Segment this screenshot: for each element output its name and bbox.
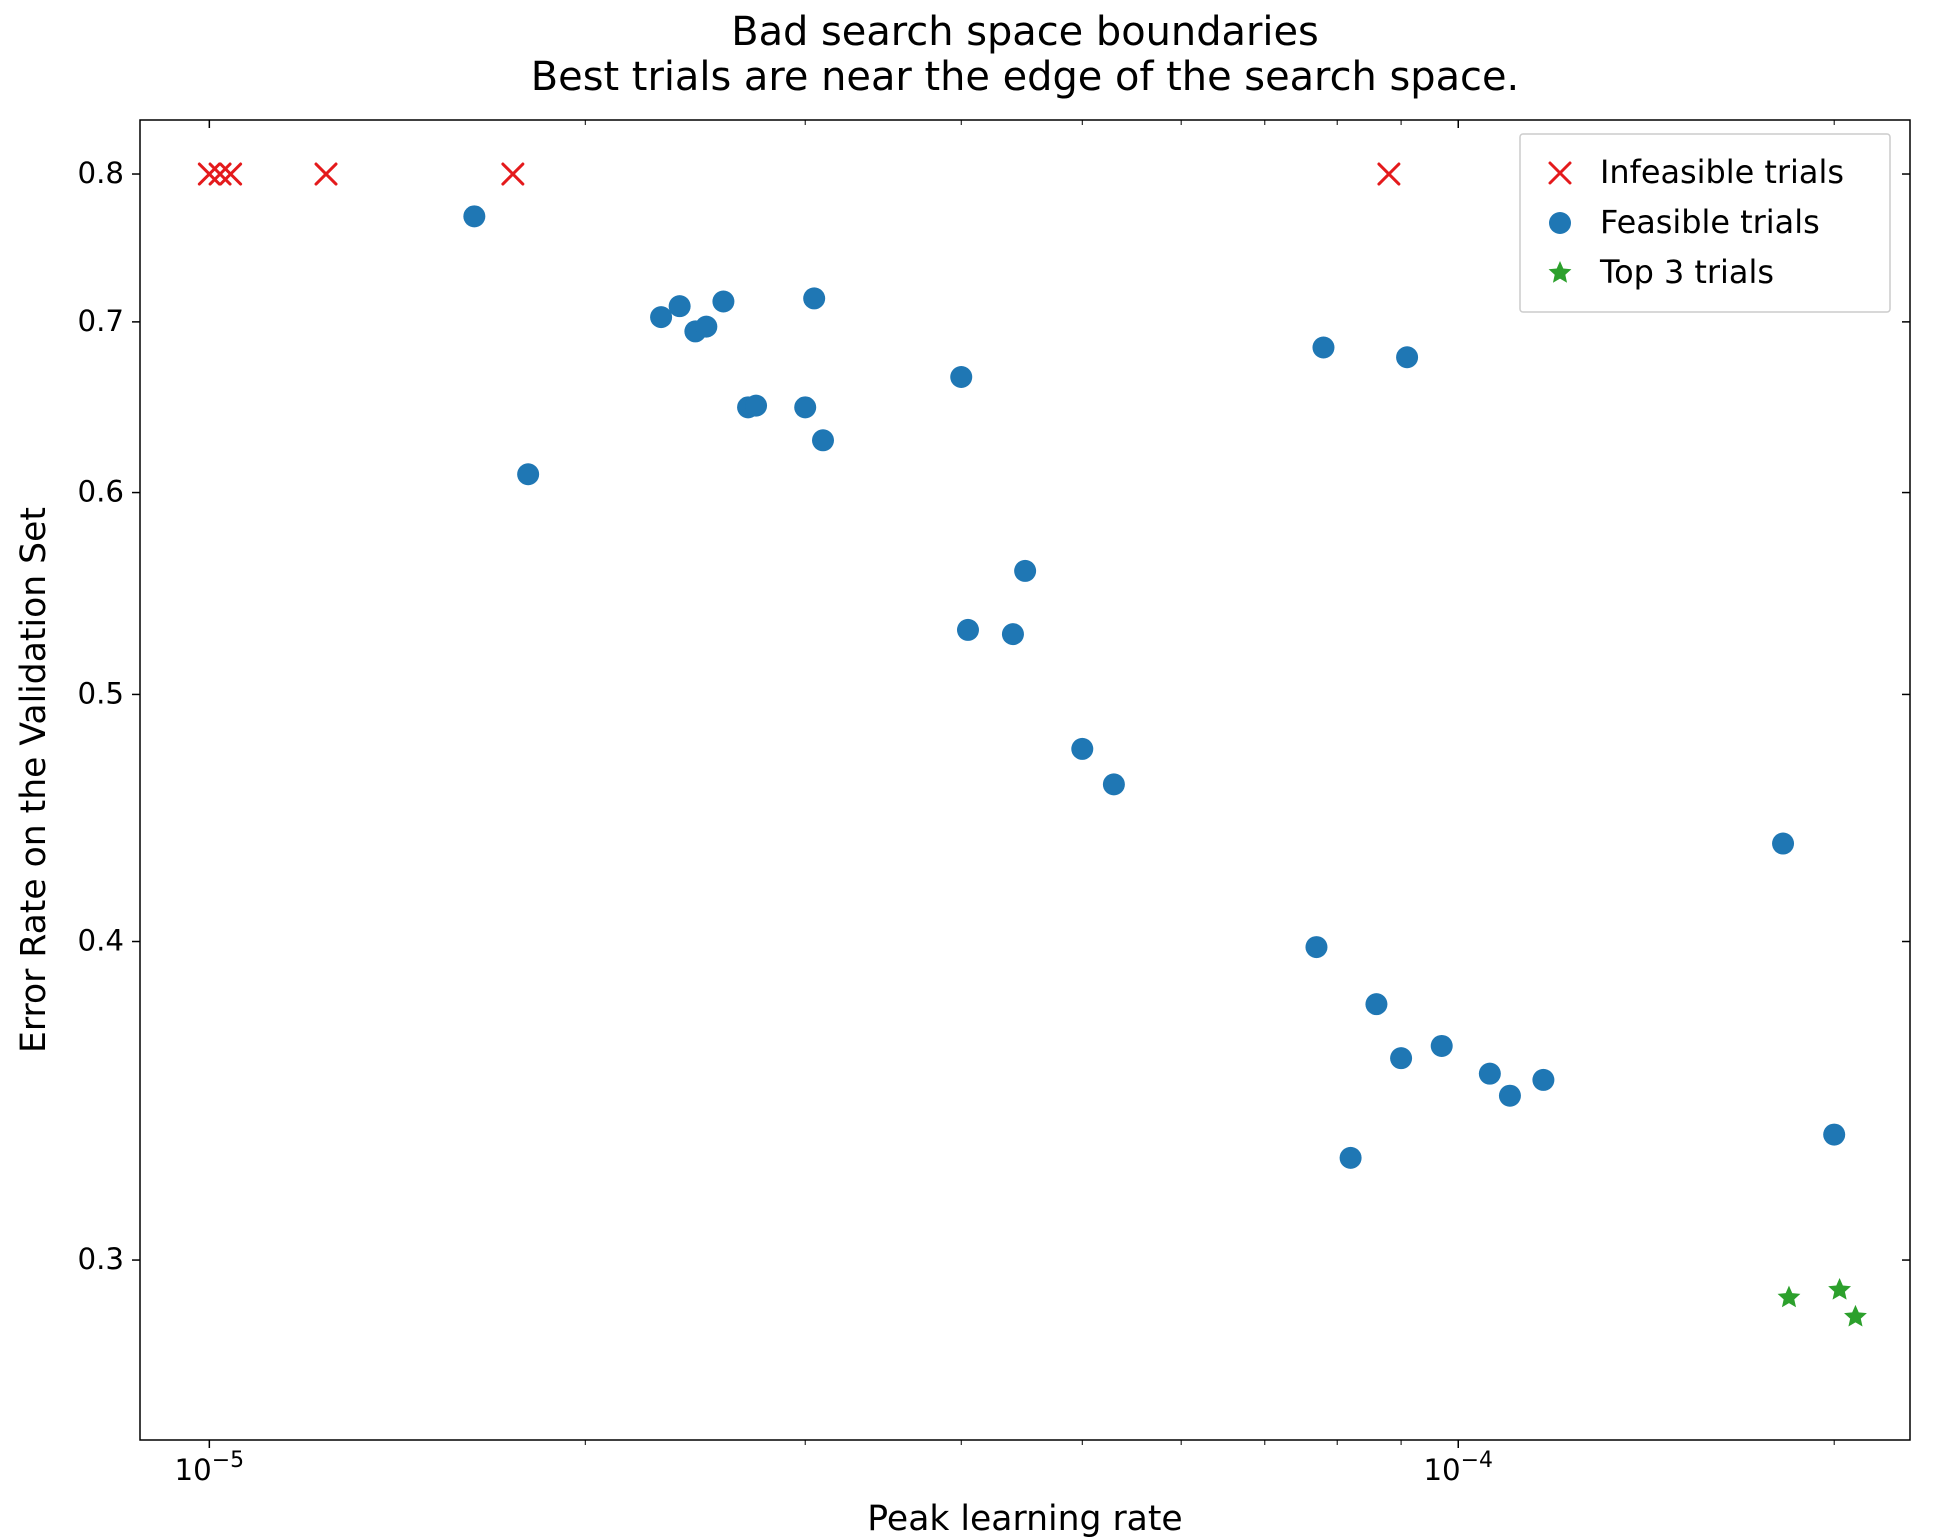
feasible-point: [1103, 773, 1125, 795]
y-axis-label: Error Rate on the Validation Set: [14, 507, 54, 1053]
feasible-point: [1002, 623, 1024, 645]
y-tick-label: 0.3: [77, 1242, 124, 1276]
feasible-point: [957, 619, 979, 641]
legend-label: Top 3 trials: [1599, 253, 1774, 291]
y-tick-label: 0.5: [77, 676, 124, 710]
feasible-point: [463, 205, 485, 227]
feasible-point: [1431, 1035, 1453, 1057]
feasible-point: [1014, 560, 1036, 582]
legend: Infeasible trials Feasible trials Top 3 tr…: [1520, 134, 1890, 312]
feasible-point: [1305, 936, 1327, 958]
feasible-point: [517, 463, 539, 485]
feasible-point: [669, 295, 691, 317]
feasible-point: [1340, 1147, 1362, 1169]
feasible-point: [1312, 336, 1334, 358]
feasible-point: [745, 395, 767, 417]
scatter-chart: Bad search space boundariesBest trials a…: [0, 0, 1940, 1539]
feasible-point: [1396, 346, 1418, 368]
feasible-point: [803, 287, 825, 309]
feasible-point: [1823, 1124, 1845, 1146]
feasible-point: [1390, 1047, 1412, 1069]
y-tick-label: 0.4: [77, 924, 124, 958]
chart-title-line1: Bad search space boundaries: [731, 9, 1319, 55]
feasible-point: [1479, 1063, 1501, 1085]
feasible-point: [1071, 738, 1093, 760]
feasible-point: [650, 306, 672, 328]
feasible-point: [1365, 993, 1387, 1015]
feasible-point: [1499, 1085, 1521, 1107]
plot-border: [140, 120, 1910, 1440]
chart-title-line2: Best trials are near the edge of the sea…: [531, 54, 1519, 100]
x-tick-label: 10−5: [175, 1448, 245, 1487]
chart-svg: Bad search space boundariesBest trials a…: [0, 0, 1940, 1539]
y-tick-label: 0.8: [77, 156, 124, 190]
feasible-point: [950, 366, 972, 388]
legend-label: Infeasible trials: [1600, 153, 1844, 191]
data-points: [199, 164, 1867, 1327]
feasible-point: [695, 316, 717, 338]
x-axis-label: Peak learning rate: [867, 1499, 1182, 1539]
top3-point: [1828, 1278, 1851, 1300]
feasible-point: [1772, 833, 1794, 855]
chart-title-group: Bad search space boundariesBest trials a…: [531, 9, 1519, 100]
y-tick-label: 0.6: [77, 475, 124, 509]
feasible-point: [712, 291, 734, 313]
feasible-point: [812, 429, 834, 451]
feasible-point: [794, 396, 816, 418]
y-tick-label: 0.7: [77, 304, 124, 338]
x-tick-label: 10−4: [1423, 1448, 1493, 1487]
top3-point: [1778, 1286, 1801, 1308]
legend-marker-circle: [1549, 212, 1571, 234]
legend-label: Feasible trials: [1600, 203, 1820, 241]
feasible-point: [1532, 1069, 1554, 1091]
top3-point: [1844, 1305, 1867, 1327]
